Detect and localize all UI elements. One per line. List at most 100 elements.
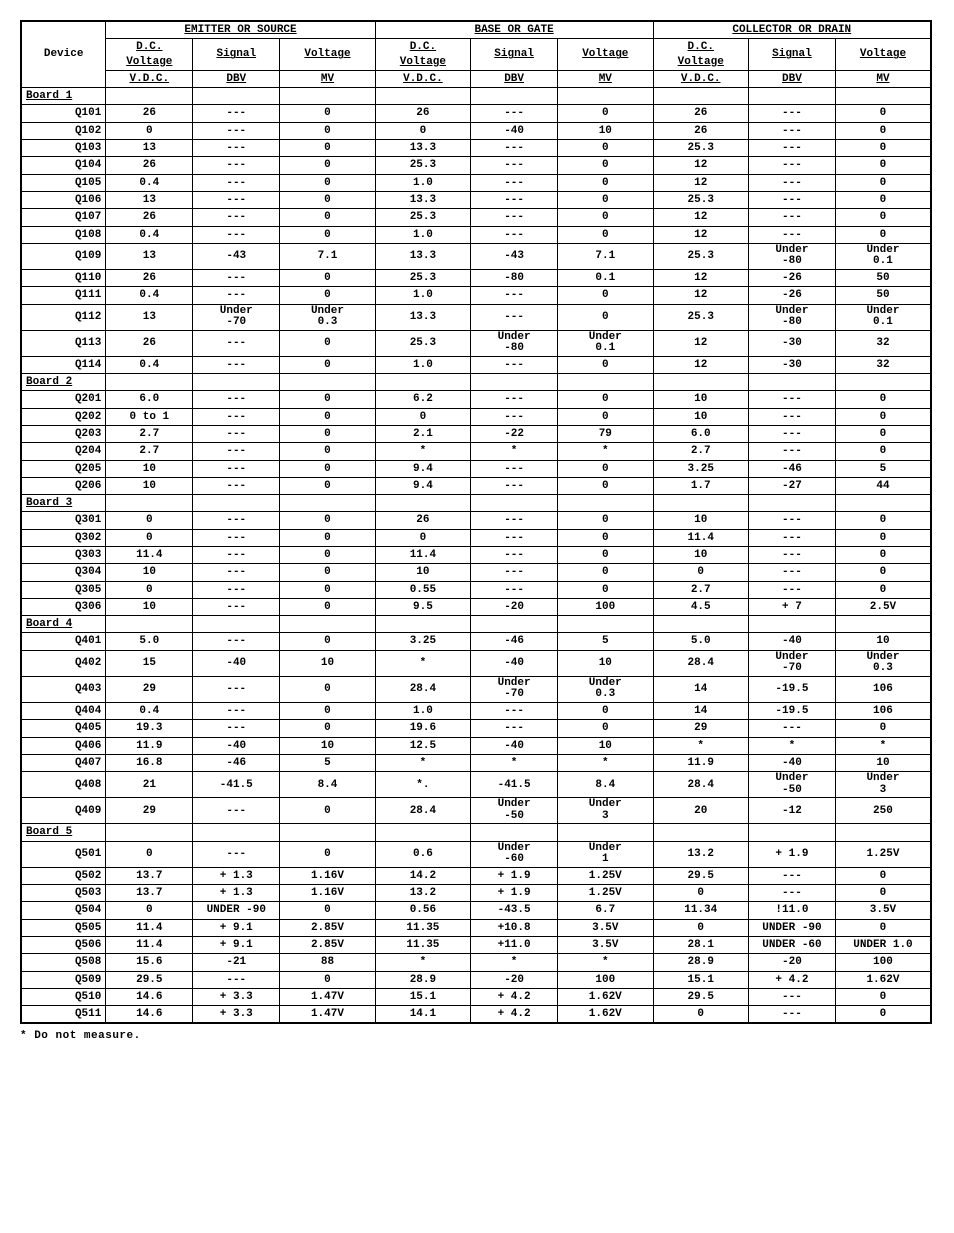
value-cell: 2.1: [375, 425, 470, 442]
empty-cell: [748, 495, 835, 512]
value-cell: 28.9: [375, 971, 470, 988]
value-cell: 0: [280, 460, 375, 477]
value-cell: 0: [835, 885, 931, 902]
value-cell: + 4.2: [748, 971, 835, 988]
value-cell: -40: [193, 650, 280, 676]
value-cell: -27: [748, 477, 835, 494]
value-cell: UNDER -90: [748, 919, 835, 936]
value-cell: ---: [471, 512, 558, 529]
value-cell: 11.4: [106, 547, 193, 564]
value-cell: ---: [748, 529, 835, 546]
value-cell: 14: [653, 676, 748, 702]
device-cell: Q508: [21, 954, 106, 971]
empty-cell: [558, 495, 653, 512]
empty-cell: [193, 616, 280, 633]
value-cell: 14: [653, 702, 748, 719]
value-cell: *: [471, 954, 558, 971]
device-cell: Q106: [21, 191, 106, 208]
empty-cell: [653, 495, 748, 512]
value-cell: + 9.1: [193, 919, 280, 936]
value-cell: 1.47V: [280, 988, 375, 1005]
value-cell: 10: [280, 650, 375, 676]
value-cell: ---: [471, 140, 558, 157]
value-cell: 0: [280, 971, 375, 988]
value-cell: ---: [193, 547, 280, 564]
empty-cell: [375, 824, 470, 841]
value-cell: 13.7: [106, 885, 193, 902]
value-cell: 0: [653, 564, 748, 581]
value-cell: +10.8: [471, 919, 558, 936]
value-cell: 0: [558, 529, 653, 546]
value-cell: 0: [835, 157, 931, 174]
device-cell: Q114: [21, 356, 106, 373]
value-cell: 0.55: [375, 581, 470, 598]
value-cell: 15: [106, 650, 193, 676]
value-cell: 1.62V: [835, 971, 931, 988]
value-cell: ---: [193, 581, 280, 598]
value-cell: 79: [558, 425, 653, 442]
device-cell: Q303: [21, 547, 106, 564]
value-cell: 19.3: [106, 720, 193, 737]
value-cell: 0: [558, 157, 653, 174]
value-cell: 20: [653, 798, 748, 824]
value-cell: 3.5V: [558, 936, 653, 953]
value-cell: ---: [193, 529, 280, 546]
empty-cell: [375, 495, 470, 512]
value-cell: ---: [471, 356, 558, 373]
value-cell: 12: [653, 209, 748, 226]
value-cell: 1.62V: [558, 988, 653, 1005]
value-cell: -20: [748, 954, 835, 971]
value-cell: 26: [375, 512, 470, 529]
value-cell: 100: [558, 971, 653, 988]
value-cell: 0: [280, 269, 375, 286]
empty-cell: [193, 88, 280, 105]
value-cell: 2.7: [653, 443, 748, 460]
value-cell: *: [375, 954, 470, 971]
value-cell: Under0.3: [835, 650, 931, 676]
device-cell: Q206: [21, 477, 106, 494]
device-cell: Q202: [21, 408, 106, 425]
value-cell: Under-80: [471, 330, 558, 356]
value-cell: 0: [106, 122, 193, 139]
value-cell: 0: [835, 720, 931, 737]
value-cell: + 1.3: [193, 867, 280, 884]
value-cell: 10: [653, 512, 748, 529]
value-cell: 0: [280, 581, 375, 598]
value-cell: -40: [748, 633, 835, 650]
col-subheader: DBV: [748, 70, 835, 87]
device-cell: Q503: [21, 885, 106, 902]
value-cell: Under0.1: [835, 304, 931, 330]
empty-cell: [835, 374, 931, 391]
value-cell: !11.0: [748, 902, 835, 919]
value-cell: ---: [748, 191, 835, 208]
empty-cell: [280, 616, 375, 633]
value-cell: 13.7: [106, 867, 193, 884]
col-subheader: MV: [280, 70, 375, 87]
value-cell: *: [835, 737, 931, 754]
value-cell: ---: [193, 676, 280, 702]
value-cell: 29: [106, 676, 193, 702]
device-cell: Q501: [21, 841, 106, 867]
value-cell: 10: [835, 754, 931, 771]
value-cell: -43: [193, 243, 280, 269]
value-cell: 0: [280, 676, 375, 702]
value-cell: 100: [835, 954, 931, 971]
value-cell: 0: [835, 512, 931, 529]
device-cell: Q203: [21, 425, 106, 442]
empty-cell: [558, 616, 653, 633]
value-cell: 7.1: [280, 243, 375, 269]
device-cell: Q408: [21, 772, 106, 798]
value-cell: 2.5V: [835, 598, 931, 615]
board-label: Board 5: [21, 824, 106, 841]
value-cell: 11.4: [106, 919, 193, 936]
col-header: D.C.Voltage: [653, 39, 748, 71]
value-cell: 28.4: [375, 676, 470, 702]
value-cell: 26: [653, 122, 748, 139]
value-cell: 0: [280, 209, 375, 226]
value-cell: 0: [835, 425, 931, 442]
value-cell: 15.1: [653, 971, 748, 988]
value-cell: 0: [280, 702, 375, 719]
value-cell: ---: [748, 581, 835, 598]
value-cell: 6.2: [375, 391, 470, 408]
value-cell: 1.0: [375, 287, 470, 304]
